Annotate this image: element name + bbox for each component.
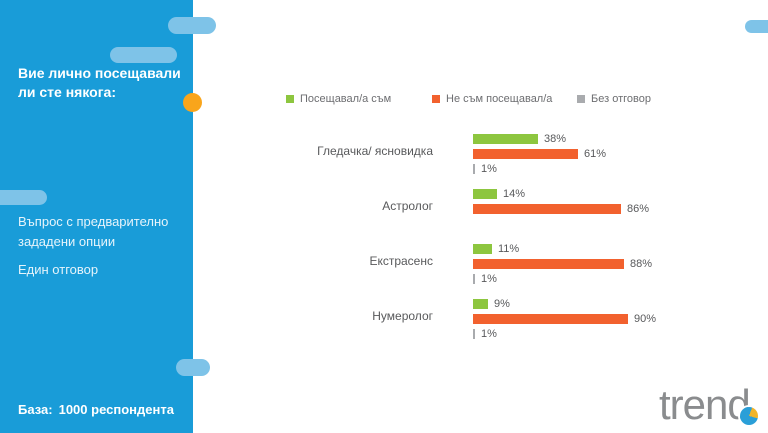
chart-group: Нумеролог 9% 90% 1% (0, 296, 768, 351)
bar-value-label: 38% (544, 132, 567, 145)
question-note-options: Въпрос с предварително зададени опции (18, 214, 169, 249)
question-title: Вие лично посещавали ли сте някога: (18, 65, 181, 100)
sidebar (0, 0, 193, 433)
chart-group: Гледачка/ ясновидка 38% 61% 1% (0, 131, 768, 186)
legend-label: Посещавал/а съм (300, 93, 392, 105)
bar (473, 298, 488, 309)
decor-pill-bottom (176, 359, 210, 376)
bar-row: 1% (473, 326, 656, 341)
sample-base-label: База: (18, 402, 53, 417)
bar-value-label: 90% (634, 312, 657, 325)
bar (473, 273, 475, 284)
bar-row: 90% (473, 311, 656, 326)
group-rows: 11% 88% 1% (473, 241, 652, 286)
group-rows: 9% 90% 1% (473, 296, 656, 341)
legend-swatch-gray (577, 95, 585, 103)
bar-value-label: 1% (481, 272, 497, 285)
decor-pill-left (0, 190, 47, 205)
bar-value-label: 9% (494, 297, 510, 310)
bar-value-label: 1% (481, 162, 497, 175)
bar-row: 38% (473, 131, 606, 146)
bar (473, 313, 628, 324)
bar-row: 9% (473, 296, 656, 311)
category-label: Гледачка/ ясновидка (317, 144, 433, 158)
question-note-single-answer: Един отговор (18, 262, 99, 277)
legend-item-not-visited: Не съм посещавал/а (432, 93, 552, 105)
bar-value-label: 14% (503, 187, 526, 200)
bar (473, 148, 578, 159)
legend-swatch-orange (432, 95, 440, 103)
decor-orange-circle (183, 93, 202, 112)
bar-row: 1% (473, 271, 652, 286)
chart-group: Астролог 14% 86% (0, 186, 768, 241)
decor-pill-top-edge (168, 17, 216, 34)
bar (473, 328, 475, 339)
legend-label: Не съм посещавал/а (446, 93, 553, 105)
category-label: Астролог (382, 199, 433, 213)
bar-value-label: 11% (498, 242, 520, 255)
group-rows: 38% 61% 1% (473, 131, 606, 176)
bar-value-label: 86% (627, 202, 650, 215)
bar-value-label: 1% (481, 327, 497, 340)
bar-row: 11% (473, 241, 652, 256)
decor-pill-top-inner (110, 47, 177, 63)
bar-row: 1% (473, 161, 606, 176)
bar (473, 203, 621, 214)
group-rows: 14% 86% (473, 186, 649, 216)
trend-logo-pie-icon (740, 407, 758, 425)
category-label: Екстрасенс (369, 254, 433, 268)
decor-pill-top-right (745, 20, 768, 33)
legend-swatch-green (286, 95, 294, 103)
chart-groups: Гледачка/ ясновидка 38% 61% 1% Астролог 14% 86… (0, 131, 768, 351)
sample-base-value: 1000 респондента (58, 402, 174, 417)
chart-group: Екстрасенс 11% 88% 1% (0, 241, 768, 296)
bar-row: 61% (473, 146, 606, 161)
legend-item-visited: Посещавал/а съм (286, 93, 391, 105)
trend-logo: trend (659, 381, 751, 428)
category-label: Нумеролог (372, 309, 433, 323)
legend-label: Без отговор (591, 93, 651, 105)
sample-base: База: 1000 респондента (18, 402, 180, 417)
bar-value-label: 61% (584, 147, 607, 160)
bar-row: 14% (473, 186, 649, 201)
bar (473, 163, 475, 174)
bar (473, 258, 624, 269)
legend-item-no-answer: Без отговор (577, 93, 651, 105)
bar (473, 243, 492, 254)
bar-row: 88% (473, 256, 652, 271)
bar-row: 86% (473, 201, 649, 216)
bar (473, 188, 497, 199)
bar (473, 133, 538, 144)
bar-value-label: 88% (630, 257, 653, 270)
